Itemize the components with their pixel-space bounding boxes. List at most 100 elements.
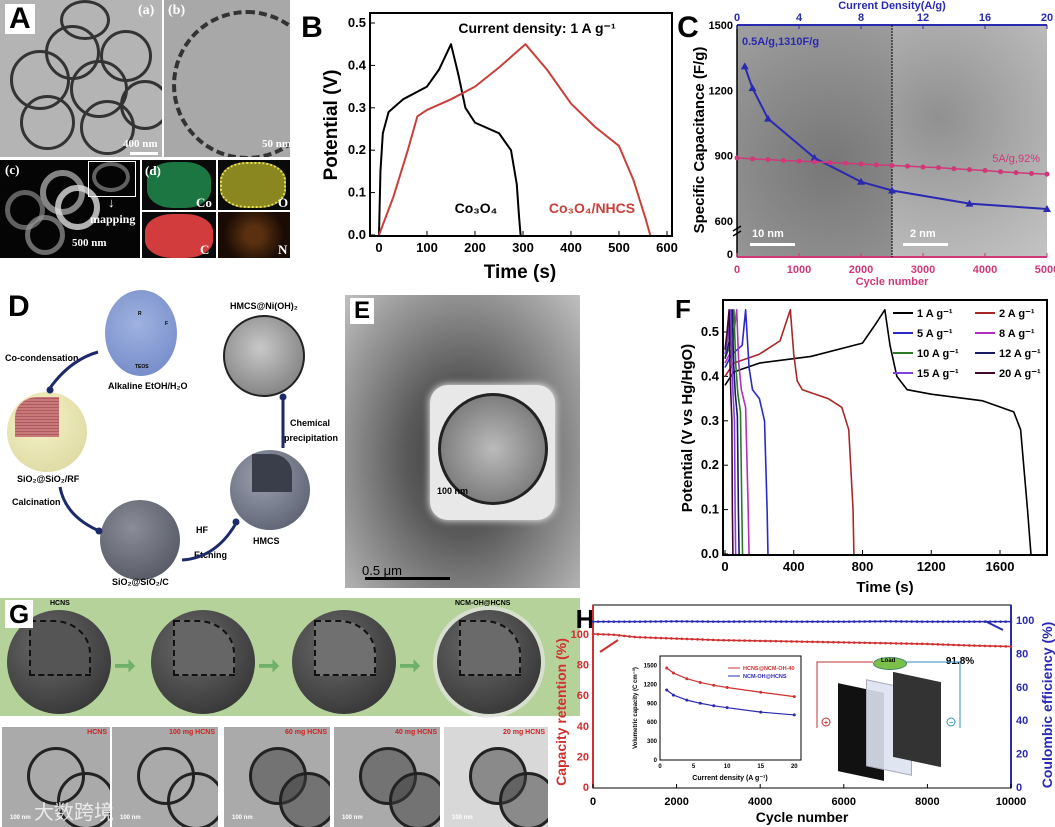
efficiency-marker	[659, 620, 663, 623]
inset-marker	[665, 666, 669, 670]
inset-marker	[698, 701, 702, 705]
retention-marker	[805, 640, 809, 644]
retention-marker	[690, 637, 694, 641]
efficiency-marker	[868, 620, 872, 623]
legend-label: 15 A g⁻¹	[917, 368, 959, 380]
panel-label-f: F	[675, 294, 691, 324]
cycling-marker	[889, 162, 895, 168]
inset-y-tick-label: 600	[647, 720, 658, 726]
retention-marker	[769, 639, 772, 643]
efficiency-marker	[717, 620, 720, 623]
efficiency-marker	[628, 620, 631, 623]
inset-series-line	[666, 667, 795, 698]
inset-x-axis-label: Current density (A g⁻¹)	[692, 775, 767, 782]
left-y-tick-label: 60	[577, 690, 589, 702]
right-y-tick-label: 80	[1016, 648, 1028, 660]
y-tick-label: 0.3	[701, 413, 719, 428]
efficiency-marker	[1004, 620, 1008, 623]
panel-label-h: H	[576, 604, 595, 634]
efficiency-marker	[936, 620, 940, 623]
retention-marker	[623, 634, 626, 638]
retention-marker	[722, 638, 725, 642]
top-x-axis-label: Current Density(A/g)	[838, 0, 946, 12]
x-tick-label: 1600	[986, 559, 1015, 574]
inset-marker	[685, 698, 689, 702]
efficiency-marker	[852, 620, 856, 623]
retention-marker	[602, 633, 605, 636]
scale-label-e: 0.5 μm	[362, 563, 403, 578]
retention-marker	[1004, 645, 1008, 648]
retention-marker	[795, 640, 799, 643]
eds-map-c	[142, 212, 216, 258]
inset-marker	[792, 695, 796, 699]
retention-marker	[685, 637, 689, 641]
x-tick-label: 8000	[915, 796, 939, 808]
panel-label-d: D	[8, 290, 30, 323]
x-tick-label: 300	[512, 240, 534, 255]
efficiency-marker	[675, 620, 678, 623]
eds-map-n	[218, 212, 290, 258]
rate-marker	[764, 114, 772, 122]
efficiency-marker	[894, 620, 898, 623]
tem-image-g: 20 mg HCNS 100 nm	[444, 727, 548, 827]
retention-marker	[863, 641, 866, 645]
schematic-label-first: HCNS	[50, 600, 70, 607]
retention-marker	[596, 632, 600, 636]
efficiency-marker	[884, 620, 887, 623]
element-n: N	[278, 242, 288, 257]
cycling-marker	[874, 162, 879, 168]
retention-marker	[879, 641, 882, 645]
retention-marker	[910, 642, 914, 645]
image-label: HCNS	[87, 729, 107, 736]
sphere1-label: SiO₂@SiO₂/RF	[17, 474, 80, 484]
sphere-hmcs	[230, 450, 310, 530]
efficiency-marker	[612, 620, 616, 623]
retention-marker	[743, 639, 746, 642]
retention-marker	[894, 642, 898, 645]
retention-marker	[711, 638, 715, 642]
cycling-marker	[781, 157, 786, 163]
cycling-marker	[982, 167, 988, 173]
efficiency-marker	[706, 620, 710, 623]
cycling-marker	[827, 160, 833, 166]
x-tick-label: 100	[416, 240, 438, 255]
right-y-tick-label: 60	[1016, 682, 1028, 694]
plot-frame-f	[722, 299, 1048, 556]
retention-marker	[659, 636, 663, 640]
retention-marker	[967, 644, 971, 647]
positive-terminal-label: +	[824, 720, 828, 727]
retention-marker	[785, 640, 788, 643]
efficiency-marker	[999, 620, 1002, 623]
panel-label-c: C	[677, 11, 699, 44]
scale-label: 100 nm	[10, 815, 31, 821]
cycling-marker	[998, 169, 1003, 175]
element-o: O	[278, 195, 289, 210]
legend-label: 1 A g⁻¹	[917, 308, 953, 320]
left-y-axis-label: Capacity retention (%)	[553, 638, 569, 786]
efficiency-marker	[1009, 620, 1013, 623]
x-tick-label: 6000	[832, 796, 856, 808]
mapping-label: mapping	[90, 212, 136, 226]
scale-bar-label-a: 400 nm	[123, 138, 158, 150]
inset-legend-label: HCNS@NCM-OH-40	[743, 666, 795, 672]
cycling-marker	[796, 158, 802, 164]
current-density-annotation: Current density: 1 A g⁻¹	[458, 20, 616, 36]
retention-marker	[999, 644, 1002, 648]
load-icon	[873, 657, 907, 670]
panel-label-b: B	[301, 11, 323, 44]
efficiency-marker	[664, 620, 668, 623]
retention-marker	[842, 641, 846, 644]
rate-capability-line	[743, 66, 1048, 211]
retention-marker	[821, 640, 825, 644]
retention-marker	[884, 641, 887, 645]
molecule-label-teos: TEOS	[135, 364, 149, 370]
retention-marker	[800, 640, 804, 643]
retention-marker	[811, 640, 814, 644]
cycling-marker	[812, 159, 817, 165]
efficiency-marker	[607, 620, 610, 623]
cycling-marker	[967, 167, 972, 173]
left-y-tick-label: 100	[571, 629, 589, 641]
y-axis-label: Potential (V vs Hg/HgO)	[679, 344, 696, 512]
retention-marker	[727, 639, 731, 642]
